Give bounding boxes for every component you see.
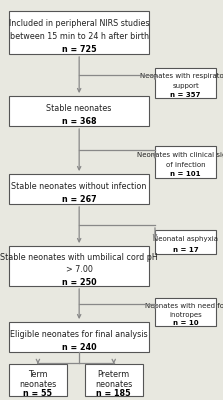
Text: inotropes: inotropes xyxy=(169,312,202,318)
Text: Stable neonates without infection: Stable neonates without infection xyxy=(11,182,147,191)
Text: Eligible neonates for final analysis: Eligible neonates for final analysis xyxy=(10,330,148,339)
Text: > 7.00: > 7.00 xyxy=(66,265,93,274)
FancyBboxPatch shape xyxy=(9,364,67,396)
Text: neonates: neonates xyxy=(19,380,57,388)
FancyBboxPatch shape xyxy=(85,364,143,396)
Text: n = 267: n = 267 xyxy=(62,195,97,204)
Text: support: support xyxy=(172,82,199,88)
Text: Stable neonates: Stable neonates xyxy=(46,104,112,113)
Text: n = 185: n = 185 xyxy=(96,389,131,398)
Text: Stable neonates with umbilical cord pH: Stable neonates with umbilical cord pH xyxy=(0,253,158,262)
FancyBboxPatch shape xyxy=(9,322,149,352)
Text: Included in peripheral NIRS studies: Included in peripheral NIRS studies xyxy=(9,19,149,28)
Text: Neonates with respiratory: Neonates with respiratory xyxy=(140,74,223,80)
Text: n = 240: n = 240 xyxy=(62,343,97,352)
FancyBboxPatch shape xyxy=(155,146,216,178)
Text: n = 10: n = 10 xyxy=(173,320,198,326)
Text: Preterm: Preterm xyxy=(98,370,130,379)
Text: Neonates with need for: Neonates with need for xyxy=(145,303,223,309)
Text: neonates: neonates xyxy=(95,380,132,388)
Text: n = 357: n = 357 xyxy=(170,92,201,98)
FancyBboxPatch shape xyxy=(9,174,149,204)
Text: Term: Term xyxy=(28,370,48,379)
FancyBboxPatch shape xyxy=(155,230,216,254)
Text: n = 55: n = 55 xyxy=(23,389,52,398)
Text: n = 368: n = 368 xyxy=(62,117,97,126)
Text: n = 101: n = 101 xyxy=(170,171,201,177)
Text: Neonatal asphyxia: Neonatal asphyxia xyxy=(153,236,218,242)
FancyBboxPatch shape xyxy=(9,96,149,126)
FancyBboxPatch shape xyxy=(9,246,149,286)
Text: n = 725: n = 725 xyxy=(62,45,97,54)
Text: Neonates with clinical signs: Neonates with clinical signs xyxy=(137,152,223,158)
Text: n = 17: n = 17 xyxy=(173,247,198,253)
FancyBboxPatch shape xyxy=(9,11,149,54)
Text: of infection: of infection xyxy=(166,162,205,168)
Text: n = 250: n = 250 xyxy=(62,278,97,286)
Text: between 15 min to 24 h after birth: between 15 min to 24 h after birth xyxy=(10,32,149,41)
FancyBboxPatch shape xyxy=(155,68,216,98)
FancyBboxPatch shape xyxy=(155,298,216,326)
